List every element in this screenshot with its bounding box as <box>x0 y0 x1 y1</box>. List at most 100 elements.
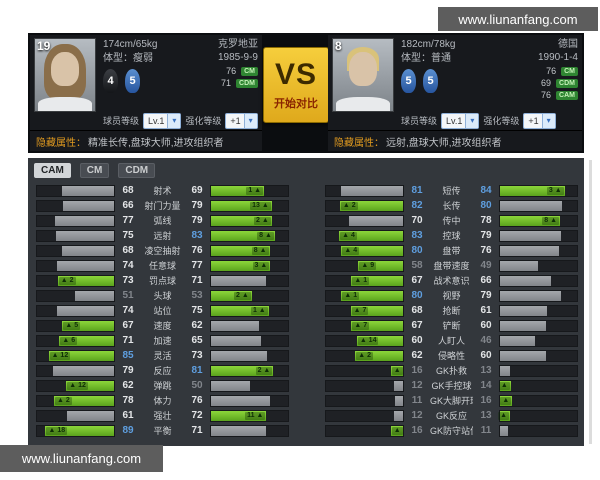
delta-badge: ▲ 14 <box>357 336 379 345</box>
delta-badge: ▲ 5 <box>63 321 81 330</box>
position-ratings-left: 76 CM 71 CDM <box>218 66 258 88</box>
stat-bar-right <box>210 274 289 287</box>
stat-value-left: 58 <box>411 260 423 271</box>
delta-badge: ▲ 2 <box>356 351 374 360</box>
chevron-down-icon[interactable]: ▾ <box>465 113 479 128</box>
stat-value-right: 72 <box>191 410 203 421</box>
position-rating-row: 76 CM <box>538 66 578 76</box>
tab-cam[interactable]: CAM <box>34 163 71 178</box>
stat-row: ▲ 2 78 体力 76 <box>36 394 289 407</box>
stat-name: 速度 <box>153 321 172 331</box>
stat-bar-left: ▲ 2 <box>36 394 115 407</box>
stat-bar-fill: ▲ 7 <box>350 305 403 316</box>
position-rating-row: 76 CM <box>218 66 258 76</box>
stat-name: 盘带 <box>442 246 461 256</box>
stat-value-right: 81 <box>191 365 203 376</box>
stat-row: ▲ 5 67 速度 62 <box>36 319 289 332</box>
stat-value-right: 73 <box>191 350 203 361</box>
height-weight-right: 182cm/78kg <box>401 39 456 50</box>
stat-bar-left: ▲ 2 <box>36 274 115 287</box>
stat-bar-fill: ▲ 14 <box>356 335 403 346</box>
stat-value-left: 78 <box>122 395 134 406</box>
delta-badge: ▲ 2 <box>340 201 358 210</box>
stat-value-right: 62 <box>191 320 203 331</box>
boot-icon: 5 <box>125 69 140 93</box>
hidden-attributes-value: 远射,盘球大师,进攻组织者 <box>386 137 502 149</box>
stat-bar-left <box>36 364 115 377</box>
stat-bar-fill: ▲ 5 <box>62 320 114 331</box>
stat-value-left: 67 <box>411 275 423 286</box>
stat-bar-right: 8 ▲ <box>499 214 578 227</box>
stat-bar-right: 8 ▲ <box>210 229 289 242</box>
stat-bar-fill: ▲ 1 <box>351 275 403 286</box>
stat-value-left: 11 <box>411 395 423 406</box>
stat-bar-right <box>499 259 578 272</box>
stat-row: 66 射门力量 79 13 ▲ <box>36 199 289 212</box>
stat-row: ▲ 16 GK防守站位 11 <box>325 424 578 437</box>
enhance-level-select-left[interactable]: +1 ▾ <box>225 112 258 129</box>
stat-name: 平衡 <box>153 426 172 436</box>
tab-cm[interactable]: CM <box>79 163 110 178</box>
stat-bar-left <box>325 184 404 197</box>
chevron-down-icon[interactable]: ▾ <box>541 113 555 128</box>
stat-bar-fill: ▲ 2 <box>53 395 114 406</box>
stat-value-left: 67 <box>122 320 134 331</box>
stat-name: 远射 <box>153 231 172 241</box>
stat-bar-fill: 11 ▲ <box>211 410 267 421</box>
stat-bar-right <box>210 334 289 347</box>
stat-bar-left: ▲ 4 <box>325 229 404 242</box>
stat-row: 11 GK大脚开球 16 ▲ <box>325 394 578 407</box>
stat-bar-right: 3 ▲ <box>499 184 578 197</box>
stat-bar-right <box>499 349 578 362</box>
stat-value-left: 66 <box>122 200 134 211</box>
position-badge: CDM <box>236 78 258 88</box>
delta-badge: ▲ 18 <box>46 426 68 435</box>
stat-value-left: 81 <box>411 185 423 196</box>
stat-value-left: 82 <box>411 200 423 211</box>
stat-bar-right <box>499 274 578 287</box>
stat-value-right: 79 <box>480 290 492 301</box>
jersey-number-right: 8 <box>335 39 342 53</box>
stat-value-left: 62 <box>411 350 423 361</box>
stat-name: 罚点球 <box>148 276 176 286</box>
player-face <box>349 52 377 86</box>
stat-bar-left <box>36 229 115 242</box>
chevron-down-icon[interactable]: ▾ <box>243 113 257 128</box>
stat-value-left: 77 <box>122 215 134 226</box>
stats-compare-panel: CAM CM CDM 68 射术 69 1 ▲ 66 射门力量 79 13 ▲ 77 弧线 79 2 ▲ 7… <box>28 158 584 446</box>
stat-name: 短传 <box>442 186 461 196</box>
stat-bar-right <box>499 304 578 317</box>
stat-bar-fill <box>211 395 270 406</box>
stat-value-left: 68 <box>122 245 134 256</box>
player-level-select-left[interactable]: Lv.1 ▾ <box>143 112 182 129</box>
stat-bar-fill <box>61 245 114 256</box>
delta-badge: 2 ▲ <box>255 366 273 375</box>
delta-badge: 8 ▲ <box>251 246 269 255</box>
stat-value-right: 76 <box>191 395 203 406</box>
delta-badge: ▲ 4 <box>342 246 360 255</box>
delta-badge: 3 ▲ <box>546 186 564 195</box>
stat-value-left: 83 <box>411 230 423 241</box>
stat-name: 反应 <box>153 366 172 376</box>
stat-value-left: 89 <box>122 425 134 436</box>
stat-value-left: 51 <box>122 290 134 301</box>
stat-row: ▲ 4 80 盘带 76 <box>325 244 578 257</box>
enhance-level-select-right[interactable]: +1 ▾ <box>523 112 556 129</box>
tab-cdm[interactable]: CDM <box>118 163 156 178</box>
player-level-select-right[interactable]: Lv.1 ▾ <box>441 112 480 129</box>
stat-bar-fill <box>500 305 547 316</box>
enhance-level-label-right: 强化等级 <box>483 116 520 126</box>
stat-bar-fill: ▲ 2 <box>57 275 114 286</box>
stat-name: GK手控球 <box>431 381 472 391</box>
position-badge: CDM <box>556 78 578 88</box>
stat-name: 控球 <box>442 231 461 241</box>
stat-row: ▲ 2 82 长传 80 <box>325 199 578 212</box>
start-compare-button[interactable]: VS 开始对比 <box>263 47 329 123</box>
scrollbar[interactable] <box>589 160 592 444</box>
stat-name: 凌空抽射 <box>144 246 181 256</box>
vs-label: VS <box>274 57 318 91</box>
stat-value-right: 60 <box>480 320 492 331</box>
stat-row: ▲ 2 62 侵略性 60 <box>325 349 578 362</box>
stat-value-right: 79 <box>191 200 203 211</box>
chevron-down-icon[interactable]: ▾ <box>167 113 181 128</box>
